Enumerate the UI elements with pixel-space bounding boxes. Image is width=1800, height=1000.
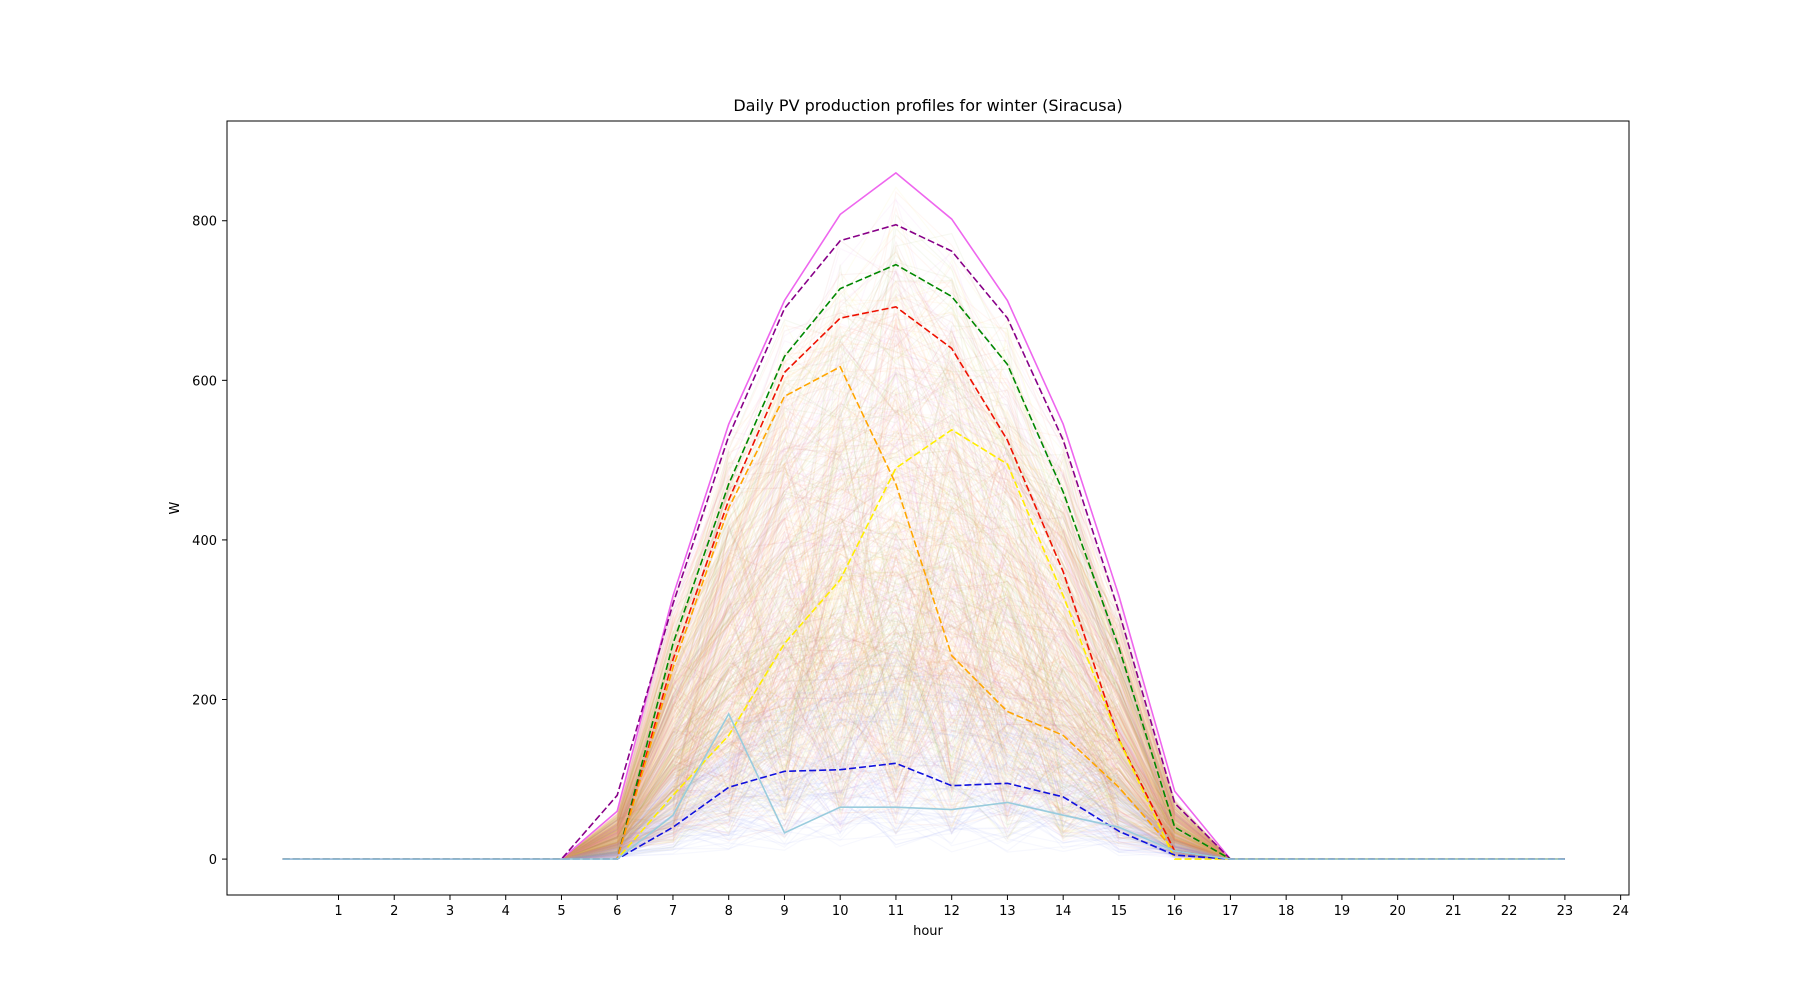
y-axis-ticks: 0 200 400 600 800 — [192, 215, 227, 868]
x-tick-label: 4 — [502, 904, 510, 919]
x-axis-label: hour — [913, 924, 943, 939]
y-tick-label: 0 — [209, 853, 217, 868]
x-tick-label: 9 — [780, 904, 788, 919]
x-tick-label: 3 — [446, 904, 454, 919]
series-lines — [282, 171, 1565, 860]
y-tick-label: 800 — [192, 215, 217, 230]
x-tick-label: 20 — [1389, 904, 1406, 919]
x-tick-label: 2 — [390, 904, 398, 919]
background-profile-line — [282, 784, 1565, 860]
y-tick-label: 600 — [192, 374, 217, 389]
x-tick-label: 10 — [832, 904, 849, 919]
x-axis-ticks: 1 2 3 4 5 6 7 8 9 10 11 12 13 14 15 16 17 18 19 20 21 22 23 24 — [334, 895, 1629, 919]
background-profiles — [282, 186, 1565, 860]
y-tick-label: 200 — [192, 694, 217, 709]
background-profile-line — [282, 759, 1565, 860]
x-tick-label: 12 — [943, 904, 960, 919]
x-tick-label: 21 — [1445, 904, 1462, 919]
y-tick-label: 400 — [192, 534, 217, 549]
plot-frame — [226, 120, 1630, 896]
x-tick-label: 17 — [1222, 904, 1239, 919]
background-profile-line — [282, 754, 1565, 860]
x-tick-label: 15 — [1111, 904, 1128, 919]
x-tick-label: 8 — [725, 904, 733, 919]
x-tick-label: 14 — [1055, 904, 1072, 919]
x-tick-label: 7 — [669, 904, 677, 919]
x-tick-label: 5 — [557, 904, 565, 919]
chart-title: Daily PV production profiles for winter … — [733, 96, 1122, 115]
x-tick-label: 6 — [613, 904, 621, 919]
x-tick-label: 1 — [334, 904, 342, 919]
x-tick-label: 13 — [999, 904, 1016, 919]
x-tick-label: 16 — [1166, 904, 1183, 919]
background-profile-line — [282, 807, 1565, 860]
series-line — [282, 712, 1565, 860]
x-tick-label: 24 — [1612, 904, 1629, 919]
x-tick-label: 22 — [1501, 904, 1518, 919]
x-tick-label: 18 — [1278, 904, 1295, 919]
x-tick-label: 23 — [1557, 904, 1574, 919]
x-tick-label: 11 — [888, 904, 905, 919]
x-tick-label: 19 — [1334, 904, 1351, 919]
y-axis-label: W — [168, 501, 183, 514]
